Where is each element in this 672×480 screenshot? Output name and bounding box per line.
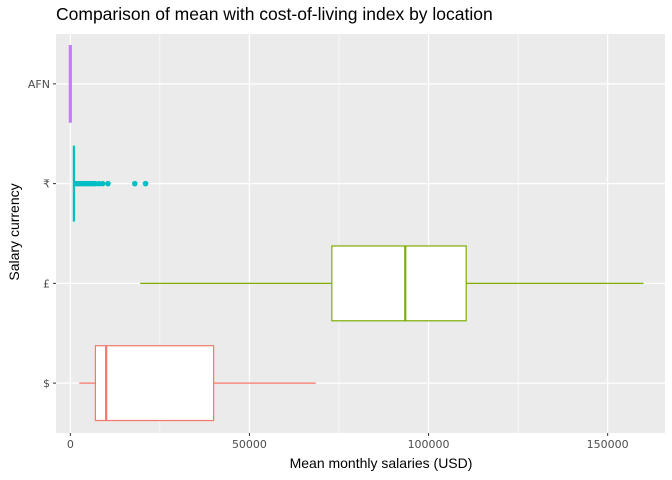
x-tick-label: 150000	[587, 438, 629, 451]
x-tick-label: 100000	[408, 438, 450, 451]
x-axis-label: Mean monthly salaries (USD)	[289, 455, 473, 471]
y-tick-label: ₹	[43, 178, 50, 191]
boxes	[68, 44, 644, 422]
box-1	[72, 145, 149, 222]
y-axis-label: Salary currency	[6, 183, 22, 281]
box-3	[79, 345, 316, 422]
outlier-point	[99, 180, 106, 187]
x-tick-label: 50000	[232, 438, 267, 451]
chart-title: Comparison of mean with cost-of-living i…	[56, 4, 493, 24]
outlier-point	[142, 180, 149, 187]
x-tick-label: 0	[67, 438, 74, 451]
box-rect	[94, 345, 215, 422]
outlier-point	[105, 180, 111, 187]
y-tick-label: $	[43, 377, 50, 390]
box-2	[140, 245, 644, 322]
box-rect	[331, 245, 467, 322]
y-tick-label: AFN	[28, 78, 50, 91]
y-tick-label: £	[43, 277, 50, 290]
axes: AFN ₹ £ $0 50000 100000 150000	[28, 78, 629, 451]
outlier-point	[132, 180, 138, 187]
